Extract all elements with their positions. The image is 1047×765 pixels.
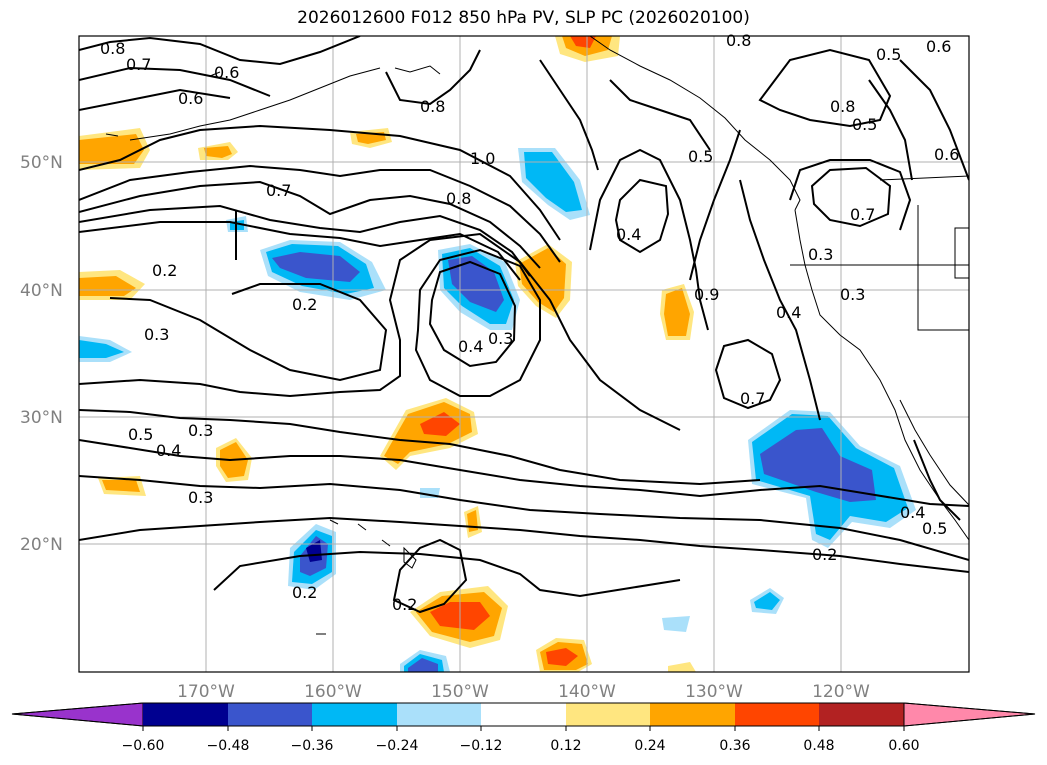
pv-negative-blob: [748, 410, 916, 548]
colorbar-tick-label: 0.12: [550, 738, 581, 754]
lat-label: 20°N: [20, 535, 63, 555]
colorbar-segment: [481, 703, 566, 726]
contour-label: 0.4: [616, 225, 641, 244]
lat-lon-grid: [79, 36, 969, 672]
pv-negative-blob: [260, 240, 386, 300]
contour-label: 0.2: [812, 545, 837, 564]
contour-label: 0.4: [156, 441, 181, 460]
pv-fill-layer: [79, 36, 916, 672]
contour-label: 0.2: [292, 295, 317, 314]
colorbar-tick-label: 0.24: [634, 738, 665, 754]
pv-positive-blob: [350, 128, 392, 148]
colorbar-extend-low: [11, 702, 144, 727]
contour-label: 0.5: [852, 115, 877, 134]
contour-label: 1.0: [470, 149, 495, 168]
contour-label: 0.7: [740, 389, 765, 408]
colorbar-segment: [819, 703, 904, 726]
pv-positive-blob: [198, 142, 238, 160]
pv-positive-blob: [410, 586, 508, 648]
contour-label: 0.6: [926, 37, 951, 56]
contour-label: 0.5: [128, 425, 153, 444]
lon-label: 140°W: [558, 682, 616, 702]
contour-label: 0.3: [144, 325, 169, 344]
contour-label: 0.4: [900, 503, 925, 522]
pv-positive-blob: [464, 506, 482, 538]
contour-label: 0.8: [420, 97, 445, 116]
pv-positive-blob: [660, 284, 694, 340]
colorbar-segment: [143, 703, 228, 726]
pv-positive-blob: [536, 638, 592, 672]
lon-label: 120°W: [812, 682, 870, 702]
pv-positive-blob: [515, 244, 572, 318]
contour-label: 0.7: [850, 205, 875, 224]
contour-label: 0.5: [876, 45, 901, 64]
latitude-labels: 50°N 40°N 30°N 20°N: [20, 153, 63, 555]
contour-label: 0.3: [188, 488, 213, 507]
colorbar-tick-label: 0.36: [719, 738, 750, 754]
contour-label: 0.2: [292, 583, 317, 602]
colorbar-tick-label: 0.48: [803, 738, 834, 754]
map-title: 2026012600 F012 850 hPa PV, SLP PC (2026…: [297, 8, 750, 28]
contour-label: 0.8: [726, 31, 751, 50]
longitude-labels: 170°W 160°W 150°W 140°W 130°W 120°W: [177, 682, 870, 702]
pv-positive-blob: [98, 476, 146, 496]
contour-label: 0.6: [178, 89, 203, 108]
contour-label: 0.8: [446, 189, 471, 208]
colorbar-tick-label: −0.60: [122, 738, 165, 754]
contour-label: 0.8: [100, 39, 125, 58]
contour-label: 0.3: [188, 421, 213, 440]
colorbar-segment: [228, 703, 312, 726]
lon-label: 160°W: [304, 682, 362, 702]
pv-positive-blob: [79, 270, 145, 300]
colorbar-tick-label: −0.36: [291, 738, 334, 754]
colorbar-extend-high: [903, 702, 1036, 727]
map-frame: [78, 35, 970, 673]
colorbar-tick-label: 0.60: [888, 738, 919, 754]
contour-label: 0.7: [266, 181, 291, 200]
colorbar-ticks: [142, 726, 905, 731]
slp-contours: [79, 36, 969, 614]
colorbar-segment: [650, 703, 735, 726]
contour-label: 0.8: [830, 97, 855, 116]
contour-label: 0.3: [840, 285, 865, 304]
contour-label: 0.2: [392, 595, 417, 614]
contour-label: 0.6: [214, 63, 239, 82]
pv-negative-blob: [79, 336, 132, 362]
colorbar-segment: [397, 703, 481, 726]
contour-label: 0.7: [126, 55, 151, 74]
contour-label: 0.2: [152, 261, 177, 280]
lat-label: 50°N: [20, 153, 63, 173]
pv-negative-blob: [518, 148, 590, 220]
colorbar-segment: [735, 703, 819, 726]
contour-label: 0.4: [776, 303, 801, 322]
contour-label: 0.4: [458, 337, 483, 356]
pv-positive-blob: [79, 128, 150, 170]
contour-label: 0.5: [688, 147, 713, 166]
lat-label: 40°N: [20, 281, 63, 301]
lon-label: 150°W: [431, 682, 489, 702]
contour-label: 0.9: [694, 285, 719, 304]
contour-label: 0.6: [934, 145, 959, 164]
colorbar: −0.60 −0.48 −0.36 −0.24 −0.12 0.12 0.24 …: [11, 702, 1036, 754]
lon-label: 170°W: [177, 682, 235, 702]
contour-label: 0.5: [922, 519, 947, 538]
pv-negative-blob: [662, 616, 690, 632]
pv-negative-blob: [400, 650, 450, 672]
colorbar-tick-label: −0.12: [460, 738, 503, 754]
colorbar-tick-label: −0.48: [207, 738, 250, 754]
contour-label: 0.3: [488, 329, 513, 348]
colorbar-segment: [566, 703, 650, 726]
pv-negative-blob: [750, 588, 784, 614]
lat-label: 30°N: [20, 408, 63, 428]
colorbar-tick-label: −0.24: [376, 738, 419, 754]
colorbar-segment: [312, 703, 397, 726]
contour-label: 0.3: [808, 245, 833, 264]
pv-positive-blob: [668, 662, 696, 672]
lon-label: 130°W: [685, 682, 743, 702]
